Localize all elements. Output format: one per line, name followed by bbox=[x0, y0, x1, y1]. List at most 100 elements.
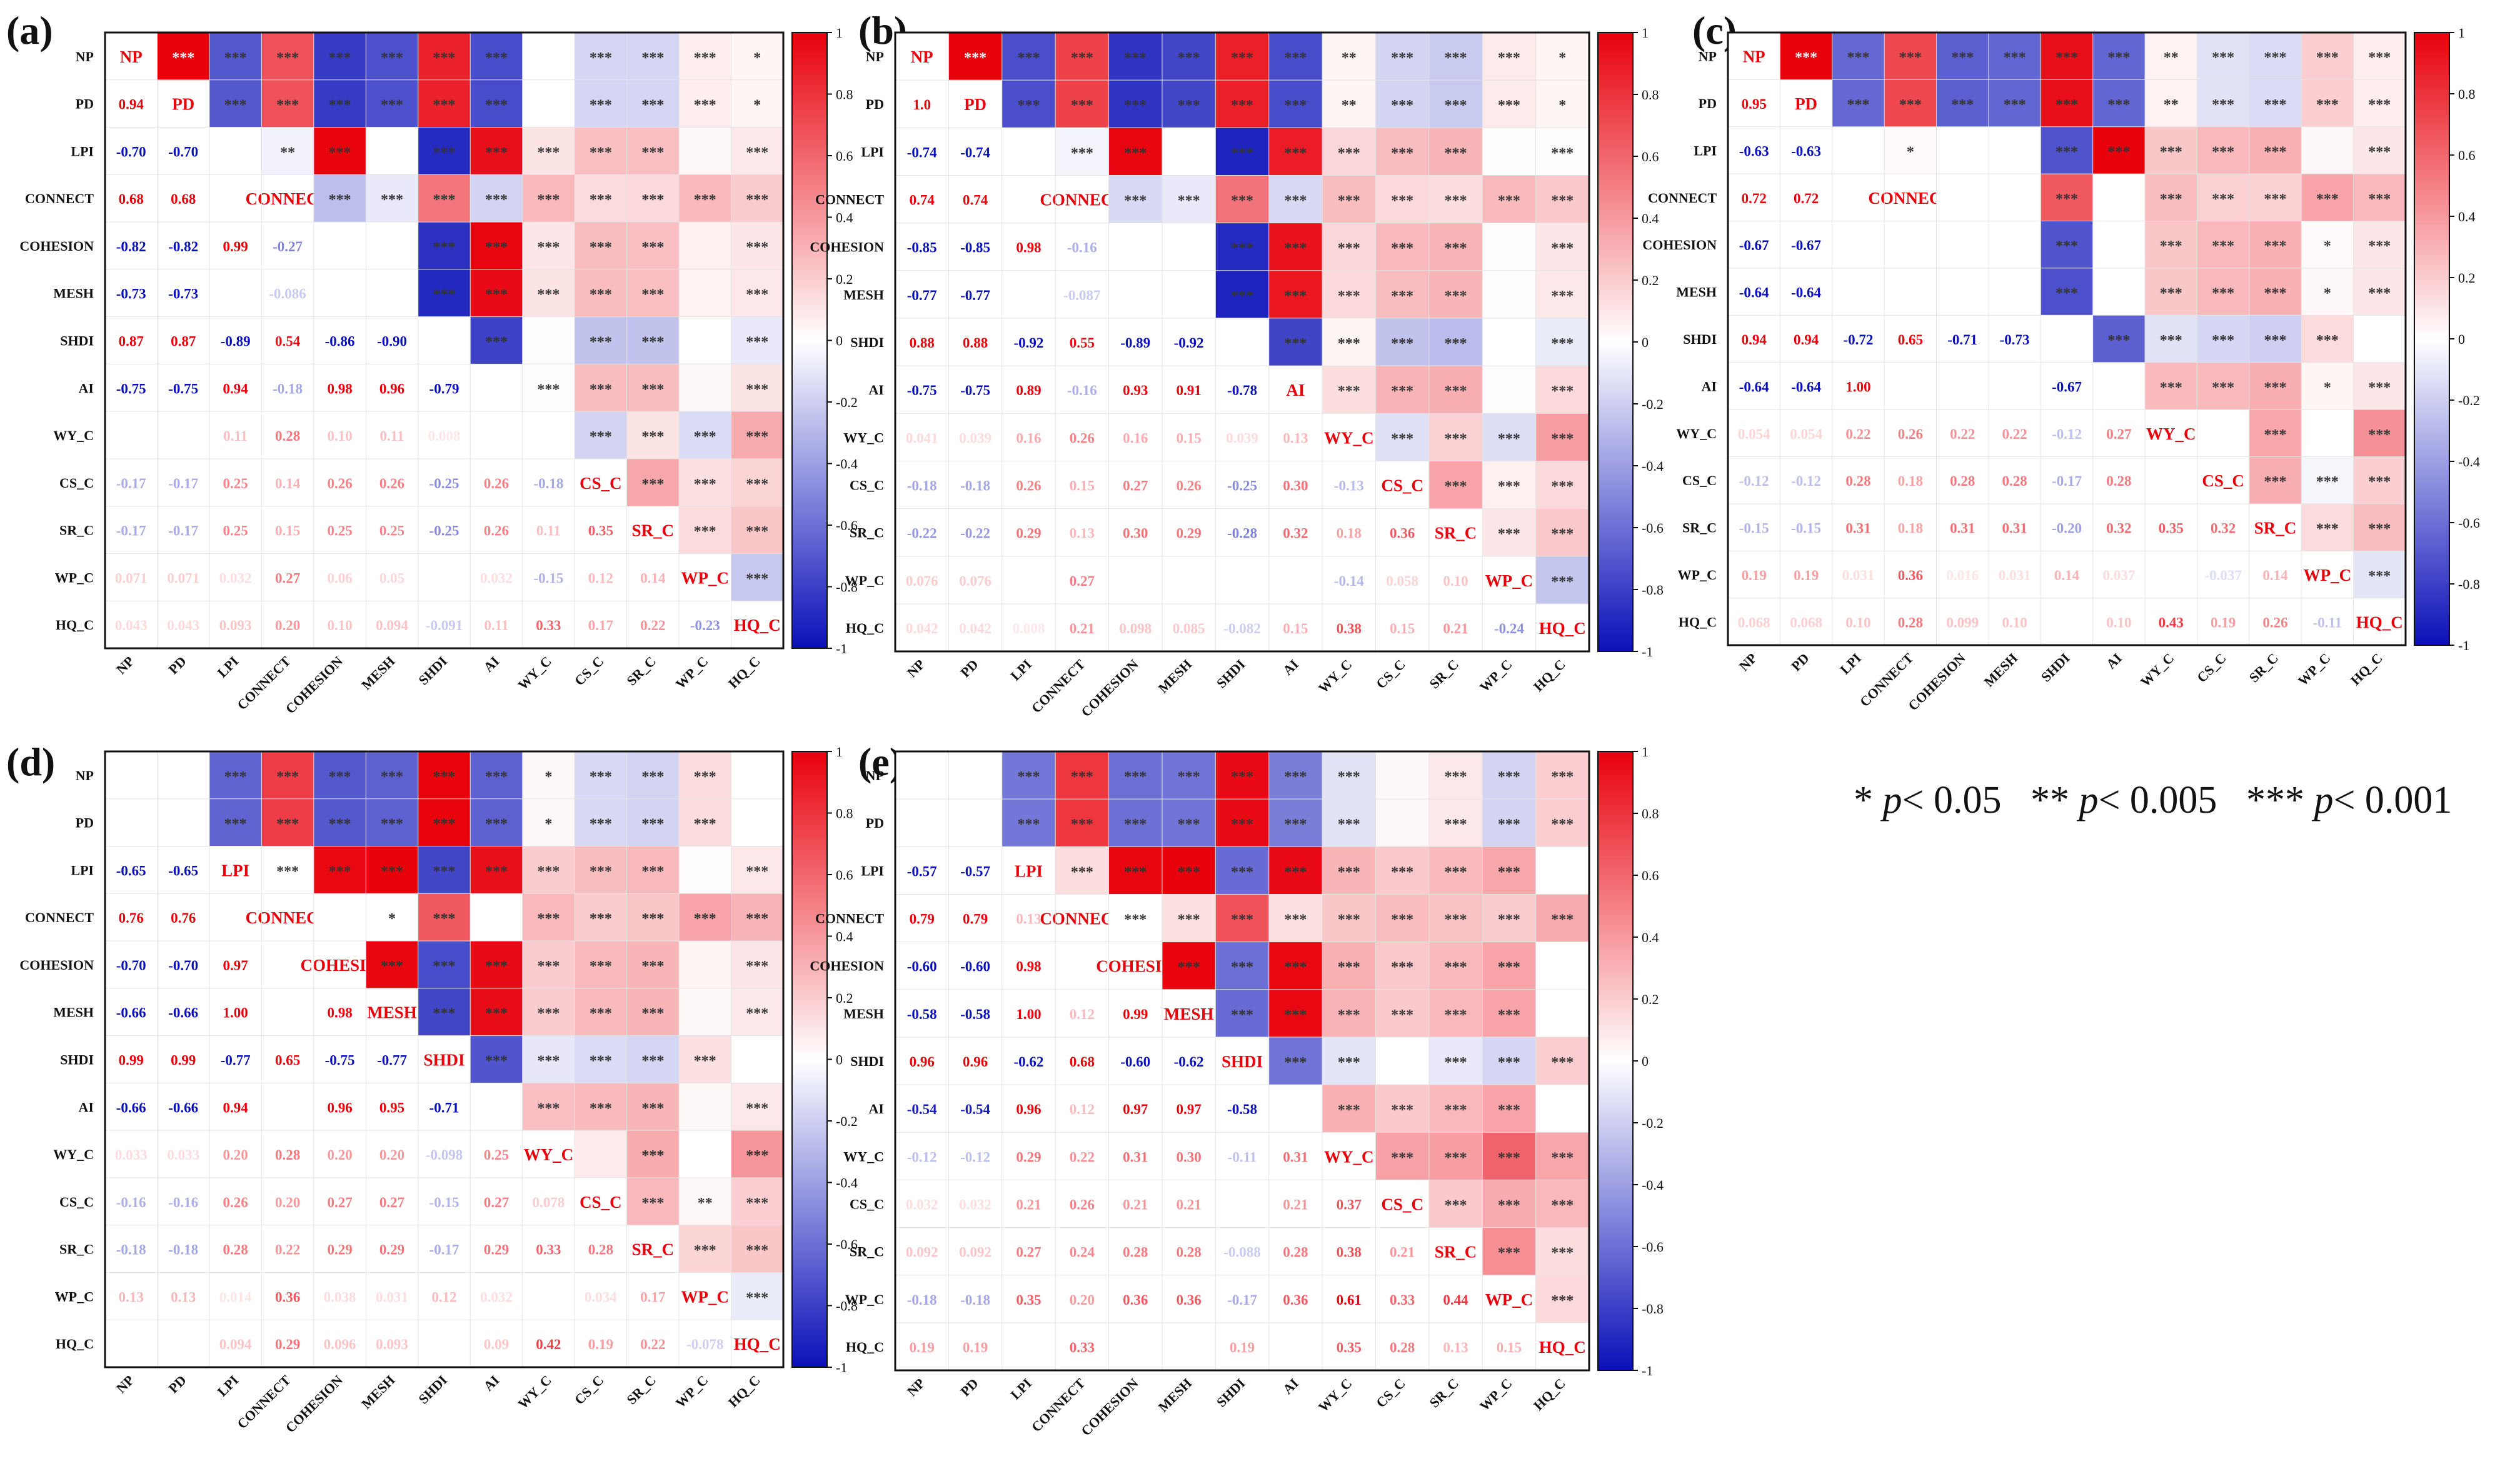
lower-cell bbox=[1001, 941, 1056, 990]
significance-mark: *** bbox=[172, 50, 194, 66]
upper-cell bbox=[1055, 846, 1110, 895]
significance-mark: *** bbox=[1498, 193, 1520, 209]
correlation-value: -0.77 bbox=[960, 288, 990, 303]
correlation-value: 0.38 bbox=[1337, 1245, 1362, 1260]
lower-cell bbox=[1108, 1037, 1163, 1085]
correlation-value: -0.67 bbox=[1791, 238, 1821, 253]
diagonal-cell bbox=[522, 411, 575, 459]
lower-cell bbox=[313, 601, 366, 649]
upper-cell bbox=[1268, 751, 1323, 800]
correlation-value: 0.72 bbox=[1742, 191, 1767, 206]
significance-mark: *** bbox=[537, 1006, 560, 1022]
lower-cell bbox=[2145, 503, 2197, 551]
correlation-value: 0.28 bbox=[275, 1147, 300, 1163]
correlation-value: 0.094 bbox=[376, 618, 408, 633]
significance-mark: *** bbox=[2316, 521, 2339, 538]
significance-mark: *** bbox=[2264, 333, 2287, 349]
significance-mark: *** bbox=[1124, 98, 1147, 114]
upper-cell bbox=[1535, 989, 1590, 1038]
lower-cell bbox=[1162, 556, 1216, 605]
lower-cell bbox=[1162, 1037, 1216, 1085]
correlation-value: 0.99 bbox=[1123, 1007, 1148, 1022]
correlation-value: -0.18 bbox=[907, 478, 937, 493]
upper-cell bbox=[626, 269, 680, 318]
correlation-value: 0.36 bbox=[1176, 1292, 1201, 1308]
correlation-value: 0.94 bbox=[1794, 332, 1819, 348]
lower-cell bbox=[1001, 1322, 1056, 1371]
correlation-value: 0.008 bbox=[428, 428, 461, 444]
diagonal-label: WP_C bbox=[1485, 571, 1534, 590]
significance-mark: *** bbox=[1284, 960, 1307, 976]
upper-cell bbox=[1428, 128, 1483, 176]
lower-cell bbox=[895, 989, 949, 1038]
lower-cell bbox=[157, 1177, 210, 1226]
significance-mark: *** bbox=[537, 144, 560, 161]
row-label: AI bbox=[79, 380, 94, 396]
column-label: PD bbox=[1788, 650, 1812, 674]
lower-cell bbox=[366, 411, 419, 459]
upper-cell bbox=[1428, 1085, 1483, 1133]
correlation-value: 0.032 bbox=[480, 570, 513, 586]
diagonal-label: HQ_C bbox=[734, 616, 781, 635]
lower-cell bbox=[1780, 174, 1833, 222]
correlation-value: 0.22 bbox=[1845, 426, 1870, 442]
diagonal-label: SHDI bbox=[1222, 1052, 1263, 1071]
significance-mark: *** bbox=[1017, 816, 1040, 833]
upper-cell bbox=[679, 174, 732, 223]
upper-cell bbox=[731, 174, 784, 223]
significance-mark: *** bbox=[485, 1006, 508, 1022]
significance-mark: *** bbox=[1445, 1055, 1467, 1071]
row-label: MESH bbox=[1676, 284, 1717, 300]
significance-mark: *** bbox=[224, 98, 247, 114]
correlation-value: 0.94 bbox=[223, 1100, 249, 1115]
correlation-value: -0.17 bbox=[1227, 1292, 1257, 1308]
upper-cell bbox=[1375, 941, 1430, 990]
column-label: AI bbox=[1280, 1375, 1302, 1397]
upper-cell bbox=[1535, 751, 1590, 800]
correlation-value: 0.06 bbox=[327, 570, 352, 586]
lower-cell bbox=[1375, 556, 1430, 605]
significance-mark: *** bbox=[1071, 864, 1093, 880]
diagonal-cell bbox=[948, 80, 1003, 128]
colorbar-tick-label: -0.2 bbox=[1642, 1115, 1664, 1131]
significance-mark: *** bbox=[1551, 816, 1574, 833]
lower-cell bbox=[895, 318, 949, 366]
upper-cell bbox=[1482, 894, 1537, 943]
column-label: CS_C bbox=[1373, 656, 1408, 692]
correlation-value: 0.21 bbox=[1123, 1197, 1148, 1212]
correlation-value: 0.093 bbox=[376, 1337, 408, 1352]
sig-level-1: * p< 0.05 bbox=[1854, 779, 2002, 821]
diagonal-cell bbox=[895, 751, 949, 800]
significance-mark: *** bbox=[590, 769, 612, 785]
upper-cell bbox=[313, 79, 366, 128]
upper-cell bbox=[1936, 174, 1989, 222]
upper-cell bbox=[731, 1225, 784, 1273]
column-label: SR_C bbox=[1426, 656, 1462, 692]
correlation-value: 0.21 bbox=[1443, 621, 1468, 636]
lower-cell bbox=[1162, 461, 1216, 510]
significance-mark: *** bbox=[2264, 238, 2287, 254]
lower-cell bbox=[209, 1225, 262, 1273]
panel-border bbox=[1727, 31, 2407, 646]
diagonal-label: WY_C bbox=[524, 1145, 574, 1164]
upper-cell bbox=[1375, 270, 1430, 319]
column-label: SHDI bbox=[415, 653, 450, 688]
significance-mark: *** bbox=[276, 816, 299, 833]
lower-cell bbox=[157, 506, 210, 554]
correlation-value: 0.65 bbox=[1898, 332, 1923, 348]
correlation-value: 0.26 bbox=[1898, 426, 1923, 442]
colorbar-tick-label: -0.8 bbox=[1642, 582, 1664, 598]
significance-mark: *** bbox=[2004, 50, 2026, 66]
column-label: NP bbox=[904, 1375, 928, 1399]
upper-cell bbox=[1428, 941, 1483, 990]
lower-cell bbox=[261, 458, 314, 507]
upper-cell bbox=[575, 411, 628, 459]
lower-cell bbox=[948, 846, 1003, 895]
correlation-value: 1.0 bbox=[913, 97, 931, 113]
lower-cell bbox=[261, 269, 314, 318]
colorbar-tick-label: -0.2 bbox=[836, 394, 858, 410]
upper-cell bbox=[679, 1177, 732, 1226]
colorbar-tick-label: 0.4 bbox=[1642, 211, 1659, 226]
upper-cell bbox=[731, 1177, 784, 1226]
upper-cell bbox=[1884, 126, 1937, 174]
